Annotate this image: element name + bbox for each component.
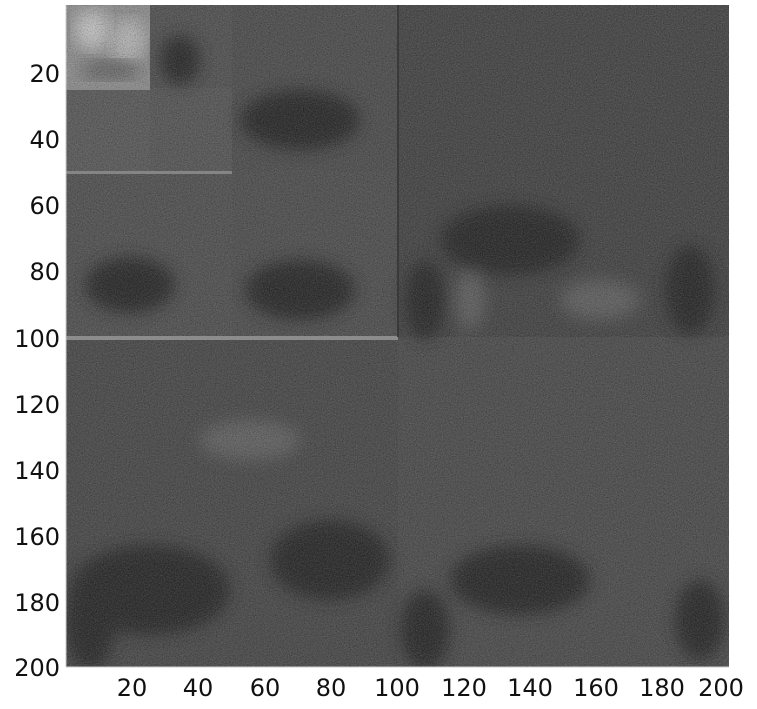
x-tick-label: 140 — [507, 674, 553, 702]
y-tick-label: 80 — [29, 258, 60, 286]
x-tick-label: 40 — [182, 674, 214, 702]
x-tick-label: 60 — [249, 674, 281, 702]
y-tick-label: 60 — [29, 192, 60, 220]
x-tick-label: 160 — [573, 674, 619, 702]
y-tick-label: 200 — [14, 654, 60, 682]
image-content — [66, 5, 729, 667]
y-tick-label: 160 — [14, 523, 60, 551]
x-tick-label: 80 — [315, 674, 347, 702]
x-tick-label: 200 — [698, 674, 744, 702]
x-tick-label: 180 — [639, 674, 685, 702]
x-tick-label: 100 — [374, 674, 420, 702]
y-tick-label: 20 — [29, 60, 60, 88]
y-tick-label: 40 — [29, 126, 60, 154]
y-tick-label: 140 — [14, 457, 60, 485]
y-tick-label: 120 — [14, 391, 60, 419]
x-tick-label: 120 — [441, 674, 487, 702]
y-tick-label: 100 — [14, 325, 60, 353]
y-tick-label: 180 — [14, 589, 60, 617]
x-tick-label: 20 — [116, 674, 148, 702]
